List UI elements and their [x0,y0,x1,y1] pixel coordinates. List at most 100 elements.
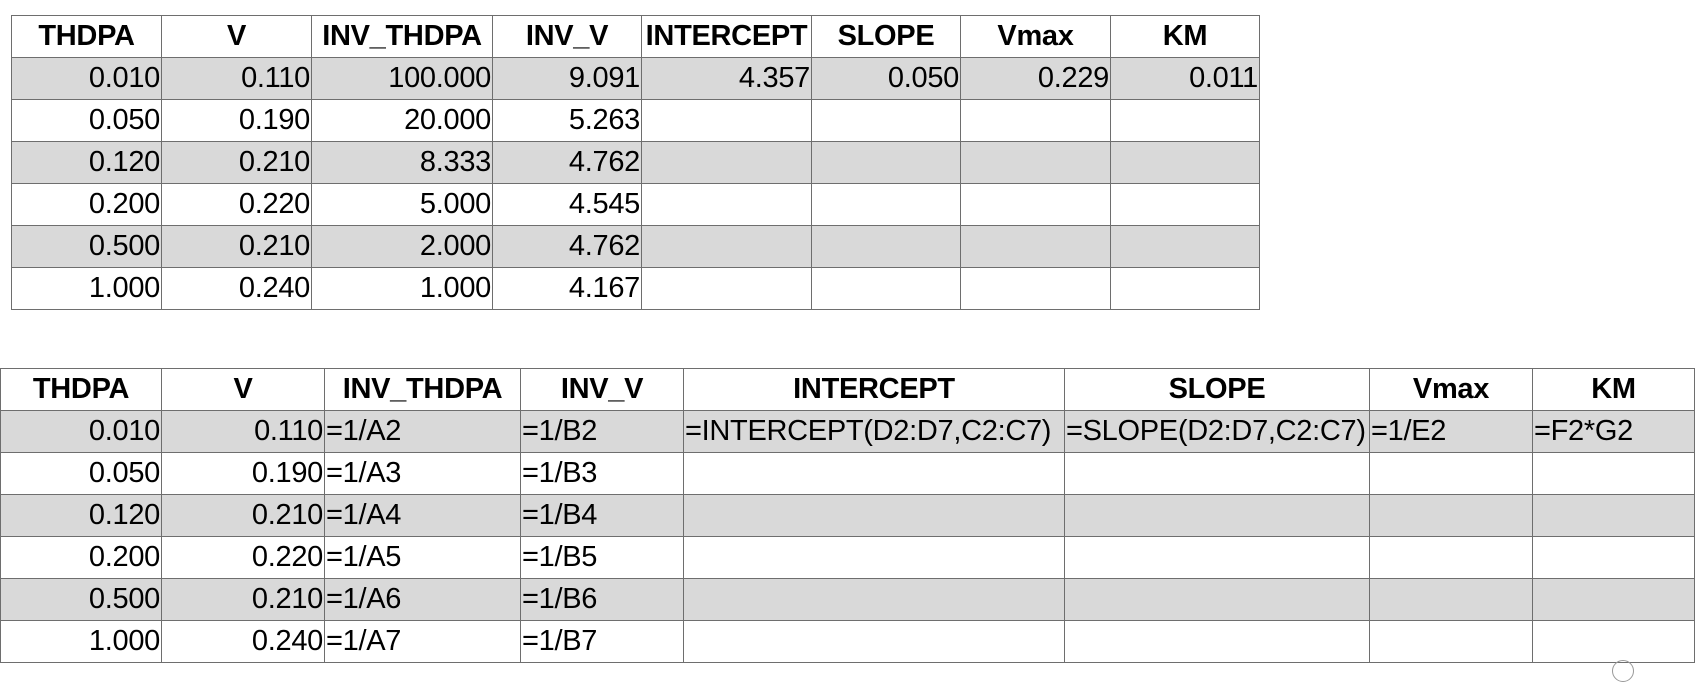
cell-km[interactable] [1532,536,1695,579]
header-intercept[interactable]: INTERCEPT [683,368,1065,411]
cell-thdpa[interactable]: 0.200 [11,183,162,226]
cell-inv-v[interactable]: 4.762 [492,225,642,268]
cell-vmax[interactable] [960,267,1111,310]
cell-inv-v[interactable]: 4.545 [492,183,642,226]
cell-slope[interactable] [811,225,961,268]
cell-inv-thdpa[interactable]: 2.000 [311,225,493,268]
header-slope[interactable]: SLOPE [811,15,961,58]
cell-km[interactable]: 0.011 [1110,57,1260,100]
cell-slope[interactable]: =SLOPE(D2:D7,C2:C7) [1064,410,1370,453]
cell-inv-thdpa[interactable]: =1/A2 [324,410,521,453]
cell-intercept[interactable]: =INTERCEPT(D2:D7,C2:C7) [683,410,1065,453]
header-thdpa[interactable]: THDPA [0,368,162,411]
cell-v[interactable]: 0.190 [161,452,325,495]
cell-slope[interactable] [811,183,961,226]
cell-vmax[interactable]: 0.229 [960,57,1111,100]
cell-inv-thdpa[interactable]: 20.000 [311,99,493,142]
cell-km[interactable] [1532,494,1695,537]
cell-vmax[interactable]: =1/E2 [1369,410,1533,453]
header-inv-v[interactable]: INV_V [492,15,642,58]
header-km[interactable]: KM [1532,368,1695,411]
cell-intercept[interactable] [641,267,812,310]
cell-inv-v[interactable]: 4.167 [492,267,642,310]
cell-inv-v[interactable]: 5.263 [492,99,642,142]
cell-slope[interactable] [1064,536,1370,579]
header-v[interactable]: V [161,15,312,58]
cell-inv-v[interactable]: =1/B3 [520,452,684,495]
cell-slope[interactable]: 0.050 [811,57,961,100]
cell-intercept[interactable] [683,578,1065,621]
cell-thdpa[interactable]: 0.500 [0,578,162,621]
cell-km[interactable] [1532,452,1695,495]
cell-thdpa[interactable]: 0.050 [11,99,162,142]
cell-vmax[interactable] [1369,452,1533,495]
cell-vmax[interactable] [960,183,1111,226]
cell-inv-thdpa[interactable]: =1/A5 [324,536,521,579]
cell-thdpa[interactable]: 1.000 [0,620,162,663]
cell-inv-v[interactable]: 4.762 [492,141,642,184]
header-inv-thdpa[interactable]: INV_THDPA [311,15,493,58]
cell-km[interactable]: =F2*G2 [1532,410,1695,453]
cell-inv-thdpa[interactable]: =1/A6 [324,578,521,621]
cell-intercept[interactable] [641,141,812,184]
cell-thdpa[interactable]: 0.050 [0,452,162,495]
cell-v[interactable]: 0.220 [161,183,312,226]
cell-intercept[interactable] [641,99,812,142]
cell-inv-v[interactable]: =1/B4 [520,494,684,537]
cell-slope[interactable] [1064,452,1370,495]
header-inv-v[interactable]: INV_V [520,368,684,411]
cell-inv-thdpa[interactable]: =1/A7 [324,620,521,663]
cell-km[interactable] [1532,578,1695,621]
cell-intercept[interactable] [683,620,1065,663]
cell-intercept[interactable] [641,225,812,268]
header-thdpa[interactable]: THDPA [11,15,162,58]
cell-km[interactable] [1110,183,1260,226]
cell-slope[interactable] [811,141,961,184]
cell-inv-thdpa[interactable]: 5.000 [311,183,493,226]
cell-v[interactable]: 0.210 [161,225,312,268]
cell-inv-thdpa[interactable]: 100.000 [311,57,493,100]
cell-slope[interactable] [1064,494,1370,537]
cell-vmax[interactable] [960,225,1111,268]
cell-thdpa[interactable]: 0.500 [11,225,162,268]
cell-inv-thdpa[interactable]: =1/A3 [324,452,521,495]
cell-slope[interactable] [1064,620,1370,663]
cell-intercept[interactable] [641,183,812,226]
cell-slope[interactable] [811,267,961,310]
cell-km[interactable] [1110,267,1260,310]
cell-km[interactable] [1532,620,1695,663]
cell-thdpa[interactable]: 0.120 [0,494,162,537]
header-inv-thdpa[interactable]: INV_THDPA [324,368,521,411]
cell-intercept[interactable]: 4.357 [641,57,812,100]
cell-thdpa[interactable]: 0.010 [0,410,162,453]
cell-intercept[interactable] [683,536,1065,579]
cell-thdpa[interactable]: 0.120 [11,141,162,184]
cell-v[interactable]: 0.110 [161,410,325,453]
cell-inv-v[interactable]: 9.091 [492,57,642,100]
cell-inv-thdpa[interactable]: 8.333 [311,141,493,184]
header-km[interactable]: KM [1110,15,1260,58]
cell-v[interactable]: 0.240 [161,267,312,310]
cell-v[interactable]: 0.190 [161,99,312,142]
cell-slope[interactable] [1064,578,1370,621]
cell-intercept[interactable] [683,452,1065,495]
cell-intercept[interactable] [683,494,1065,537]
cell-v[interactable]: 0.240 [161,620,325,663]
cell-vmax[interactable] [1369,494,1533,537]
header-v[interactable]: V [161,368,325,411]
cell-vmax[interactable] [960,99,1111,142]
cell-thdpa[interactable]: 0.200 [0,536,162,579]
cell-inv-v[interactable]: =1/B6 [520,578,684,621]
cell-km[interactable] [1110,99,1260,142]
cell-vmax[interactable] [960,141,1111,184]
cell-inv-thdpa[interactable]: 1.000 [311,267,493,310]
cell-v[interactable]: 0.220 [161,536,325,579]
cell-inv-v[interactable]: =1/B5 [520,536,684,579]
cell-v[interactable]: 0.210 [161,578,325,621]
cell-v[interactable]: 0.210 [161,141,312,184]
cell-slope[interactable] [811,99,961,142]
cell-thdpa[interactable]: 0.010 [11,57,162,100]
cell-vmax[interactable] [1369,620,1533,663]
cell-inv-v[interactable]: =1/B7 [520,620,684,663]
cell-vmax[interactable] [1369,578,1533,621]
